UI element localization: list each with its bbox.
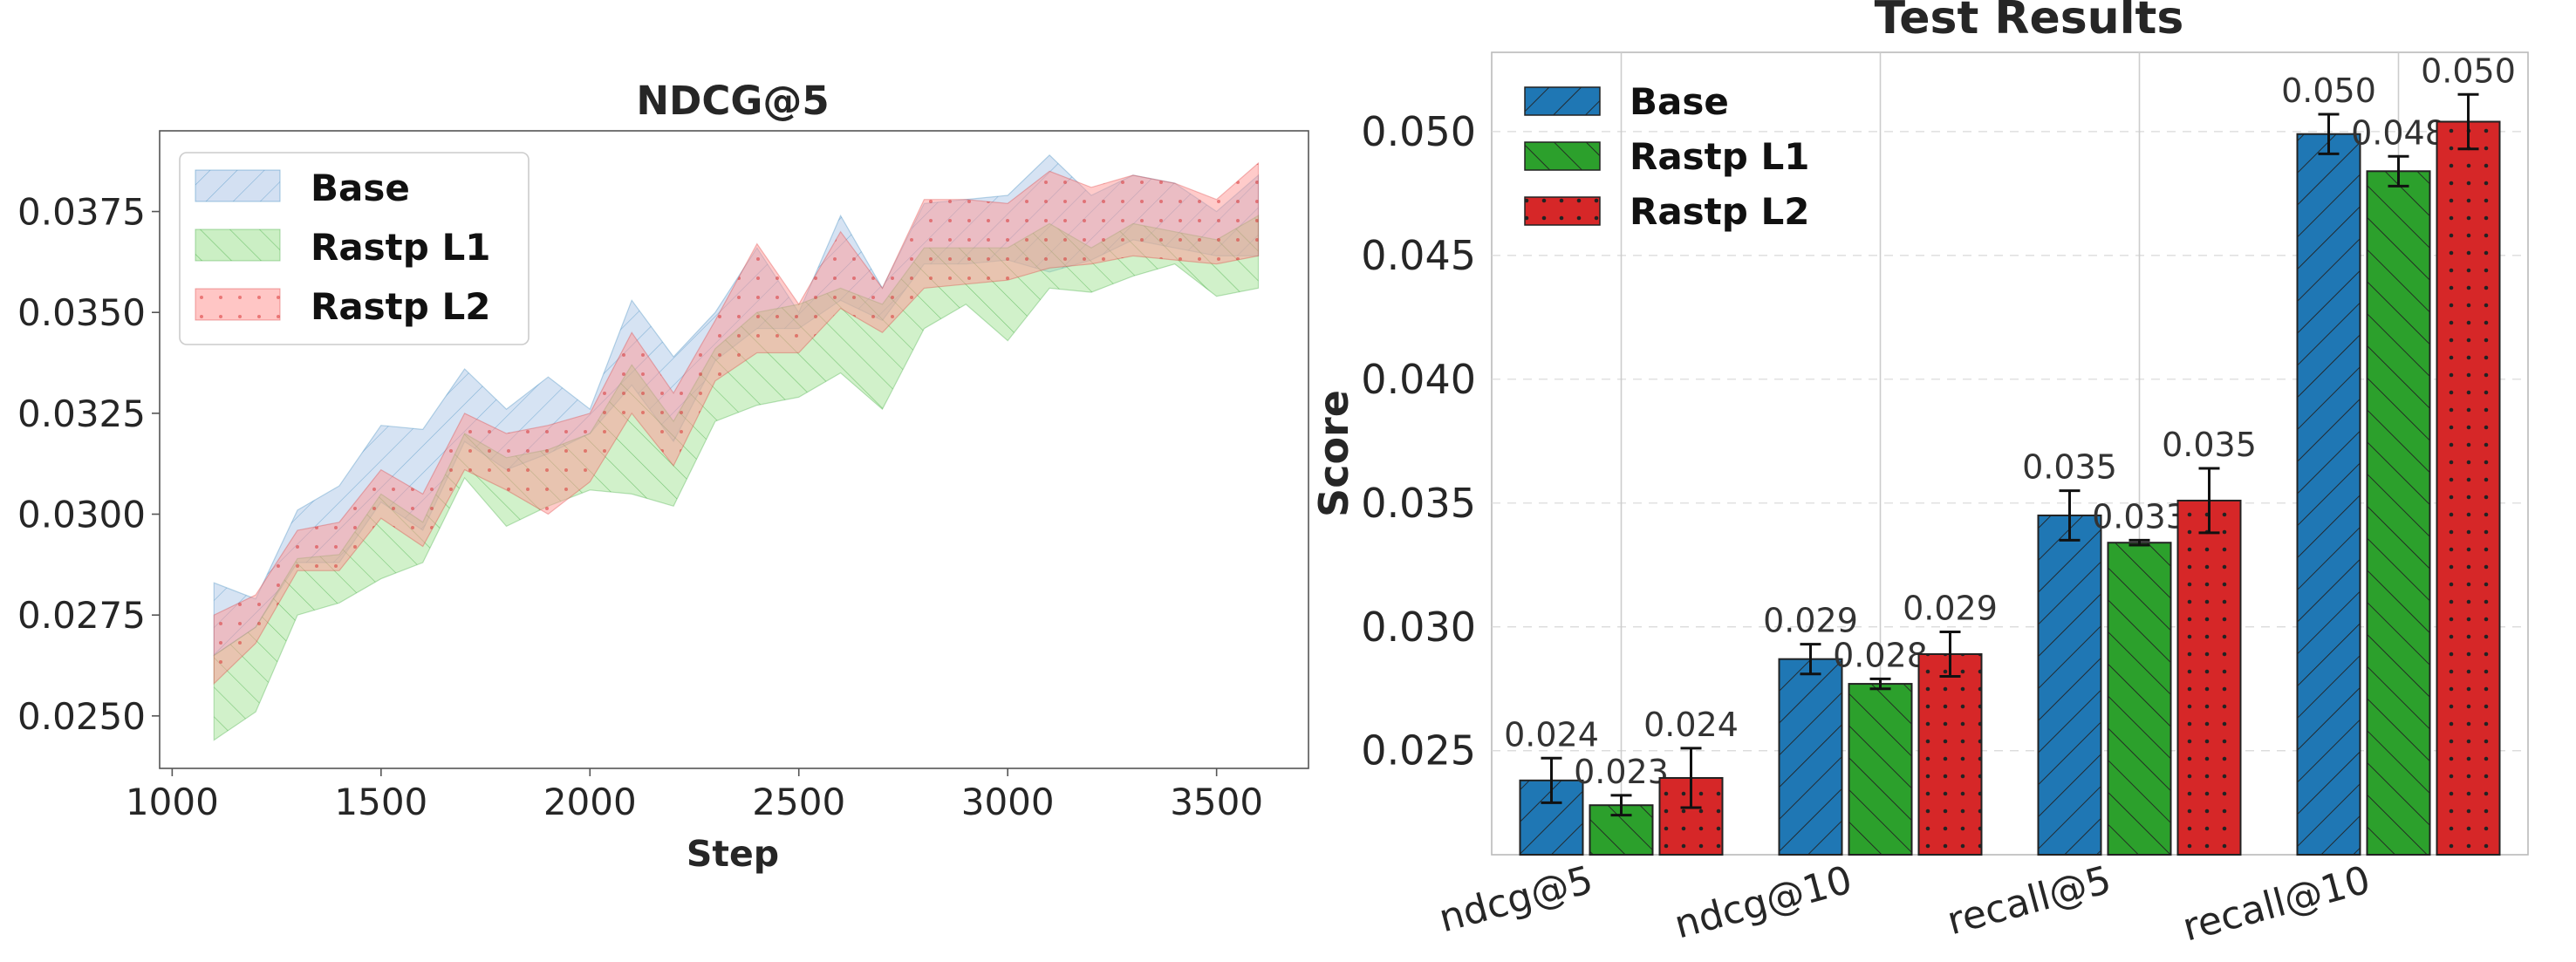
y-axis-label: Score [1310,390,1357,517]
bar-rastp-l2-ndcg-10-hatch [1917,653,1983,856]
bar-base-ndcg-10-value-label: 0.029 [1763,602,1858,640]
band-rastp-l1-hatch [214,215,1259,740]
legend-swatch-rastp-l2-hatch [195,289,280,320]
band-rastp-l2-hatch [214,163,1259,684]
legend-label-rastp-l2: Rastp L2 [1630,190,1809,233]
bar-rastp-l2-ndcg-10-value-label: 0.029 [1903,589,1998,627]
x-tick-label: ndcg@5 [1434,857,1597,941]
bar-rastp-l1-recall-10-hatch [2366,170,2431,856]
y-tick-label: 0.0375 [17,191,146,234]
x-tick-label: 3000 [961,781,1055,823]
legend: Base Rastp L1 Rastp L2 [179,152,530,345]
x-tick-label: 2000 [543,781,637,823]
y-tick-label: 0.040 [1361,356,1476,403]
chart-title: NDCG@5 [636,78,829,124]
legend: Base Rastp L1 Rastp L2 [1524,80,1809,233]
y-tick-label: 0.035 [1361,480,1476,527]
legend-swatch-rastp-l1-hatch [195,229,280,261]
ndcg5-chart: NDCG@5 0.02500.02750.03000.03250.03500.0… [17,78,1309,875]
y-tick-label: 0.030 [1361,604,1476,651]
bar-rastp-l1-ndcg-5-value-label: 0.023 [1574,753,1669,791]
legend-label-rastp-l1: Rastp L1 [311,226,490,269]
bar-rastp-l1-recall-10-value-label: 0.048 [2351,113,2446,152]
bar-rastp-l2-recall-10-value-label: 0.050 [2421,51,2516,90]
test-results-chart: Test Results 0.0240.0290.0350.0500.0230.… [1310,0,2529,951]
chart-title: Test Results [1875,0,2184,44]
bar-base-recall-5-value-label: 0.035 [2022,448,2117,487]
legend-swatch-base-hatch [1525,87,1600,115]
bar-rastp-l1-ndcg-10-hatch [1848,683,1913,856]
y-axis: 0.0250 0.0275 0.0300 0.0325 0.0350 0.0375 [17,191,160,738]
bar-rastp-l2-ndcg-5-value-label: 0.024 [1643,706,1739,744]
y-tick-label: 0.0275 [17,594,146,637]
legend-label-base: Base [311,167,410,209]
x-tick-label: 1500 [334,781,427,823]
bar-base-recall-5-hatch [2037,514,2102,856]
legend-label-rastp-l2: Rastp L2 [311,285,490,328]
x-tick-label: 2500 [752,781,845,823]
y-tick-label: 0.025 [1361,727,1476,774]
y-tick-label: 0.050 [1361,108,1476,155]
x-tick-label: ndcg@10 [1670,857,1856,947]
y-tick-label: 0.0325 [17,392,146,435]
bar-rastp-l2-recall-5-hatch [2176,499,2242,856]
bar-rastp-l1-recall-5-hatch [2107,542,2172,856]
legend-swatch-rastp-l1-hatch [1525,142,1600,170]
x-tick-label: 1000 [126,781,219,823]
bar-base-recall-10-value-label: 0.050 [2281,72,2376,110]
bar-rastp-l1-ndcg-10-value-label: 0.028 [1833,636,1928,674]
x-tick-label: 3500 [1170,781,1263,823]
legend-label-base: Base [1630,80,1729,123]
x-axis: ndcg@5 ndcg@10 recall@5 recall@10 [1434,857,2374,950]
legend-label-rastp-l1: Rastp L1 [1630,135,1809,178]
x-tick-label: recall@5 [1943,857,2115,944]
bar-rastp-l1-recall-5-value-label: 0.033 [2092,497,2187,536]
legend-swatch-base-hatch [195,170,280,201]
x-axis: 1000 1500 2000 2500 3000 3500 [126,768,1263,823]
bar-base-ndcg-5-value-label: 0.024 [1504,715,1599,754]
bar-rastp-l2-recall-10-hatch [2436,120,2501,856]
y-tick-label: 0.0350 [17,291,146,334]
legend-swatch-rastp-l2-hatch [1525,197,1600,225]
y-tick-label: 0.045 [1361,232,1476,279]
bar-base-recall-10-hatch [2296,133,2361,856]
x-tick-label: recall@10 [2178,857,2375,950]
x-axis-label: Step [687,833,779,875]
bar-base-ndcg-10-hatch [1778,658,1843,856]
bar-rastp-l2-recall-5-value-label: 0.035 [2162,426,2257,464]
y-axis: 0.025 0.030 0.035 0.040 0.045 0.050 [1361,108,1476,774]
y-tick-label: 0.0250 [17,695,146,738]
y-tick-label: 0.0300 [17,494,146,536]
